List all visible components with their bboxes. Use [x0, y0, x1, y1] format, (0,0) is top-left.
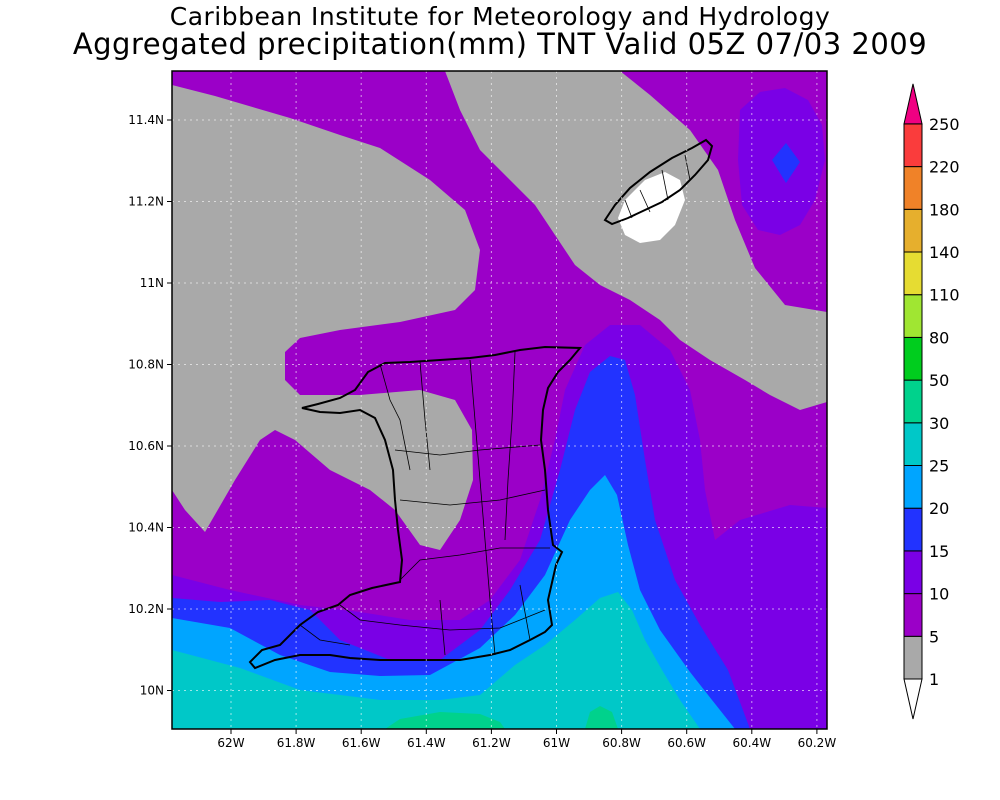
- legend-color-box: [903, 379, 923, 424]
- lat-tick-label: 10.2N: [128, 602, 164, 616]
- legend-label: 5: [929, 627, 939, 646]
- field-30-50-b: [585, 706, 618, 729]
- legend-color-box: [903, 507, 923, 552]
- trinidad-coastline: [248, 345, 583, 670]
- legend-color-box: [903, 166, 923, 210]
- legend-label: 20: [929, 499, 949, 518]
- legend-label: 25: [929, 457, 949, 476]
- gridlines: [172, 71, 827, 729]
- legend-label: 110: [929, 286, 960, 305]
- field-25-30: [172, 592, 700, 729]
- lon-tick-label: 61.6W: [342, 736, 381, 750]
- lon-tick-label: 61.4W: [407, 736, 446, 750]
- legend-color-box: [903, 550, 923, 595]
- lon-tick-label: 61.8W: [277, 736, 316, 750]
- map-title-line1: Caribbean Institute for Meteorology and …: [169, 2, 831, 31]
- lon-tick-label: 60.4W: [733, 736, 772, 750]
- lat-tick-label: 10.4N: [128, 521, 164, 535]
- legend-label: 15: [929, 542, 949, 561]
- legend-color-box: [903, 294, 923, 338]
- legend-label: 140: [929, 243, 960, 262]
- lon-tick-label: 61.2W: [472, 736, 511, 750]
- lon-tick-label: 60.2W: [798, 736, 837, 750]
- legend-top-arrow: [903, 83, 923, 125]
- lon-tick-label: 62W: [217, 736, 244, 750]
- map-frame: [171, 70, 828, 730]
- legend-color-box: [903, 208, 923, 253]
- legend-label: 220: [929, 158, 960, 177]
- field-15-20-tobago: [772, 143, 800, 183]
- legend-color-box: [903, 251, 923, 296]
- legend-color-box: [903, 593, 923, 637]
- lon-tick-label: 61W: [543, 736, 570, 750]
- map-title-line2: Aggregated precipitation(mm) TNT Valid 0…: [72, 27, 928, 61]
- legend-color-box: [903, 123, 923, 168]
- field-30-50-a: [385, 712, 505, 729]
- legend-label: 10: [929, 585, 949, 604]
- lat-tick-label: 10.6N: [128, 439, 164, 453]
- legend-color-box: [903, 422, 923, 466]
- legend-label: 80: [929, 328, 949, 347]
- latitude-axis: 11.4N 11.2N 11N 10.8N 10.6N 10.4N 10.2N 10N: [128, 113, 172, 698]
- lat-tick-label: 10.8N: [128, 358, 164, 372]
- precipitation-field: [172, 71, 827, 729]
- legend-label: 180: [929, 200, 960, 219]
- lat-tick-label: 11.4N: [128, 113, 164, 127]
- legend-bottom-arrow: [903, 678, 923, 720]
- legend-label: 250: [929, 115, 960, 134]
- legend-label: 30: [929, 414, 949, 433]
- lon-tick-label: 60.8W: [602, 736, 641, 750]
- tobago-coastline: [603, 138, 714, 226]
- tobago-boundaries: [624, 154, 691, 219]
- legend-color-box: [903, 336, 923, 381]
- lat-tick-label: 10N: [140, 684, 164, 698]
- legend-label: 50: [929, 371, 949, 390]
- legend-color-box: [903, 635, 923, 680]
- longitude-axis: 62W 61.8W 61.6W 61.4W 61.2W 61W 60.8W 60.6W 60.4…: [217, 729, 836, 750]
- lat-tick-label: 11N: [140, 276, 164, 290]
- legend-label: 1: [929, 670, 939, 689]
- lon-tick-label: 60.6W: [667, 736, 706, 750]
- legend-color-box: [903, 465, 923, 509]
- lat-tick-label: 11.2N: [128, 195, 164, 209]
